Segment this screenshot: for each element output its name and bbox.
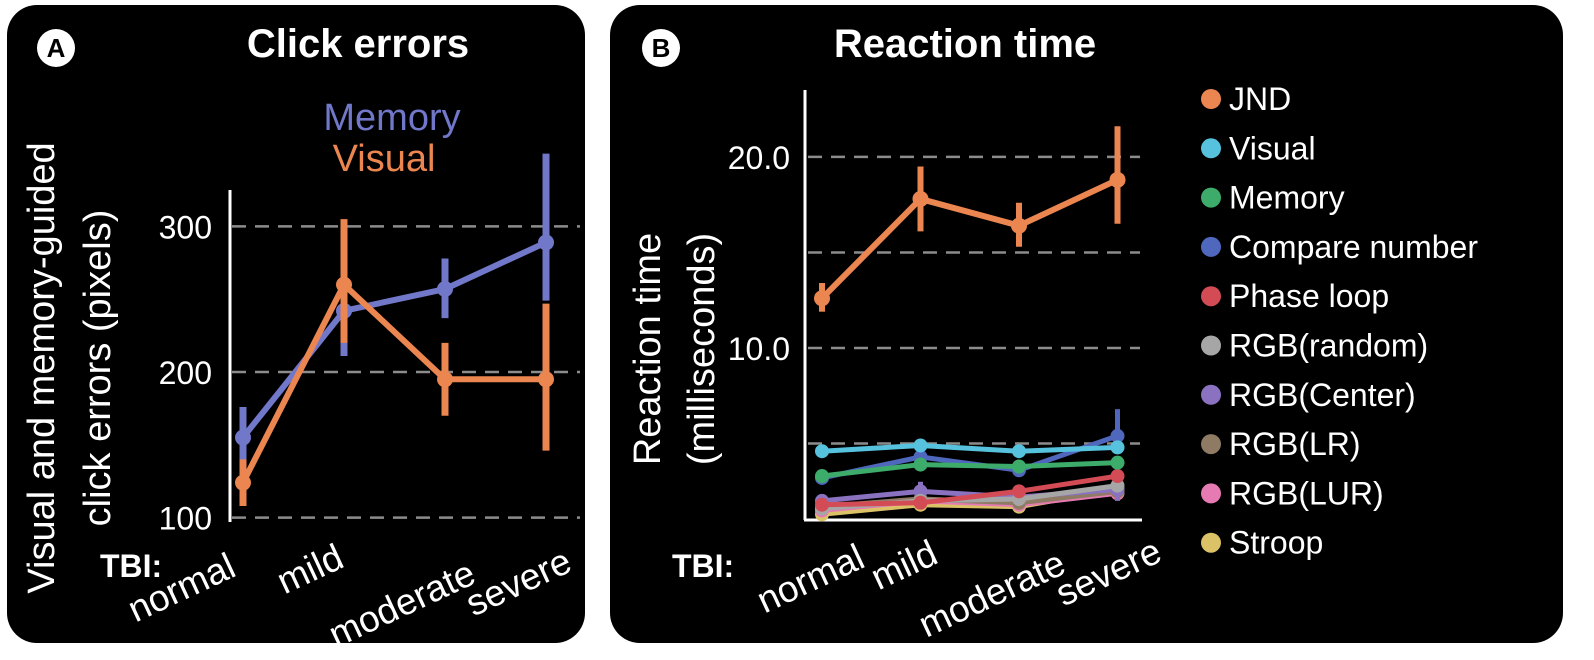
- panel-b-title: Reaction time: [834, 22, 1096, 66]
- legend-swatch-rgb-center: [1201, 384, 1221, 405]
- legend-label-jnd: JND: [1229, 81, 1291, 117]
- y-tick-label-100: 100: [159, 501, 212, 537]
- panel-b-y-axis-label-line-1: Reaction time: [627, 233, 669, 465]
- point-visual-mild: [336, 276, 352, 293]
- point-memory-severe: [538, 234, 554, 251]
- legend-swatch-compare-number: [1201, 236, 1221, 257]
- point-phase-loop-mild: [913, 495, 928, 510]
- series-visual: [815, 438, 1125, 459]
- point-visual-normal: [235, 474, 251, 491]
- point-phase-loop-moderate: [1012, 484, 1026, 499]
- legend-label-visual: Visual: [1229, 130, 1316, 166]
- point-visual-mild: [913, 438, 928, 453]
- legend-label-rgb-lr: RGB(LR): [1229, 426, 1361, 462]
- panel-a: A Click errors Visual and memory-guided …: [7, 5, 585, 655]
- point-memory-normal: [235, 429, 251, 446]
- panel-b-y-axis-label: Reaction time (milliseconds): [627, 233, 723, 465]
- panel-b-y-axis-label-line-2: (milliseconds): [681, 233, 723, 465]
- line-phase-loop: [821, 473, 1118, 508]
- legend-swatch-rgb-lr: [1201, 434, 1221, 455]
- line-memory: [821, 460, 1118, 479]
- y-tick-label-300: 300: [159, 209, 212, 245]
- point-jnd-moderate: [1011, 217, 1027, 234]
- point-memory-mild: [913, 457, 928, 472]
- panel-b-background: [610, 5, 1563, 643]
- panel-a-background: [7, 5, 585, 643]
- panel-b-tbi-label: TBI:: [672, 548, 734, 584]
- point-memory-moderate: [1012, 459, 1026, 474]
- legend-label-phase-loop: Phase loop: [1229, 278, 1389, 314]
- legend-entry-visual: Visual: [333, 138, 436, 180]
- legend-item-memory: Memory: [1201, 180, 1345, 216]
- point-jnd-normal: [814, 290, 830, 307]
- legend-item-rgb-lur: RGB(LUR): [1201, 475, 1384, 511]
- series-phase-loop: [815, 469, 1125, 512]
- panel-b: B Reaction time Reaction time (milliseco…: [610, 5, 1563, 645]
- series-jnd: [814, 126, 1126, 312]
- panel-b-y-ticks: 10.0 20.0: [728, 140, 790, 367]
- legend-entry-memory: Memory: [323, 97, 460, 139]
- line-memory: [240, 239, 548, 440]
- point-visual-moderate: [437, 371, 453, 388]
- legend-label-rgb-lur: RGB(LUR): [1229, 475, 1384, 511]
- legend-item-rgb-random: RGB(random): [1201, 328, 1428, 364]
- point-phase-loop-normal: [815, 497, 829, 512]
- y-tick-label-10-0: 10.0: [728, 331, 790, 367]
- point-phase-loop-severe: [1110, 469, 1125, 484]
- legend-item-jnd: JND: [1201, 81, 1291, 117]
- legend-item-rgb-center: RGB(Center): [1201, 377, 1416, 413]
- line-jnd: [819, 177, 1119, 301]
- legend-item-visual: Visual: [1201, 130, 1316, 166]
- panel-a-gridlines: [232, 225, 580, 519]
- line-visual: [240, 281, 546, 485]
- series-memory: [815, 455, 1125, 484]
- legend-label-rgb-random: RGB(random): [1229, 328, 1428, 364]
- panel-b-plot: [814, 126, 1126, 522]
- legend-swatch-rgb-random: [1201, 335, 1221, 356]
- y-tick-label-200: 200: [159, 355, 212, 391]
- legend-swatch-memory: [1201, 187, 1221, 208]
- legend-label-stroop: Stroop: [1229, 525, 1323, 561]
- panel-a-y-axis-label-line-1: Visual and memory-guided: [21, 142, 63, 593]
- legend-label-compare-number: Compare number: [1229, 229, 1478, 265]
- panel-a-tbi-label: TBI:: [100, 548, 162, 584]
- line-visual: [821, 442, 1118, 454]
- panel-a-y-axis-label: Visual and memory-guided click errors (p…: [21, 142, 119, 593]
- legend-item-compare-number: Compare number: [1201, 229, 1478, 265]
- point-visual-severe: [1110, 440, 1125, 455]
- point-memory-severe: [1110, 455, 1125, 470]
- legend-item-rgb-lr: RGB(LR): [1201, 426, 1361, 462]
- legend-swatch-visual: [1201, 138, 1221, 159]
- legend-item-phase-loop: Phase loop: [1201, 278, 1389, 314]
- panel-b-legend: JND Visual Memory Compare number Phase loop R…: [1201, 81, 1478, 561]
- legend-swatch-stroop: [1201, 532, 1221, 553]
- legend-label-memory: Memory: [1229, 180, 1345, 216]
- panel-a-y-ticks: 100 200 300: [159, 209, 212, 536]
- panel-a-plot: [235, 153, 554, 506]
- panel-a-badge-letter: A: [47, 33, 66, 63]
- panel-a-badge: [37, 29, 75, 67]
- panel-a-title: Click errors: [247, 22, 469, 66]
- legend-swatch-phase-loop: [1201, 286, 1221, 307]
- panel-b-badge: [642, 29, 680, 67]
- point-visual-moderate: [1012, 444, 1026, 459]
- point-memory-moderate: [437, 281, 453, 298]
- panel-b-badge-letter: B: [652, 33, 671, 63]
- panel-a-y-axis-label-line-2: click errors (pixels): [77, 210, 119, 527]
- point-jnd-severe: [1109, 171, 1126, 188]
- point-visual-severe: [538, 371, 554, 388]
- point-jnd-mild: [912, 190, 929, 207]
- point-memory-normal: [815, 469, 829, 484]
- series-visual: [235, 219, 554, 506]
- y-tick-label-20-0: 20.0: [728, 140, 790, 176]
- legend-swatch-rgb-lur: [1201, 483, 1221, 504]
- point-compare-number-severe: [1110, 428, 1125, 443]
- series-memory: [235, 153, 554, 464]
- point-visual-normal: [815, 444, 829, 459]
- legend-swatch-jnd: [1201, 89, 1221, 109]
- legend-label-rgb-center: RGB(Center): [1229, 377, 1416, 413]
- legend-item-stroop: Stroop: [1201, 525, 1323, 561]
